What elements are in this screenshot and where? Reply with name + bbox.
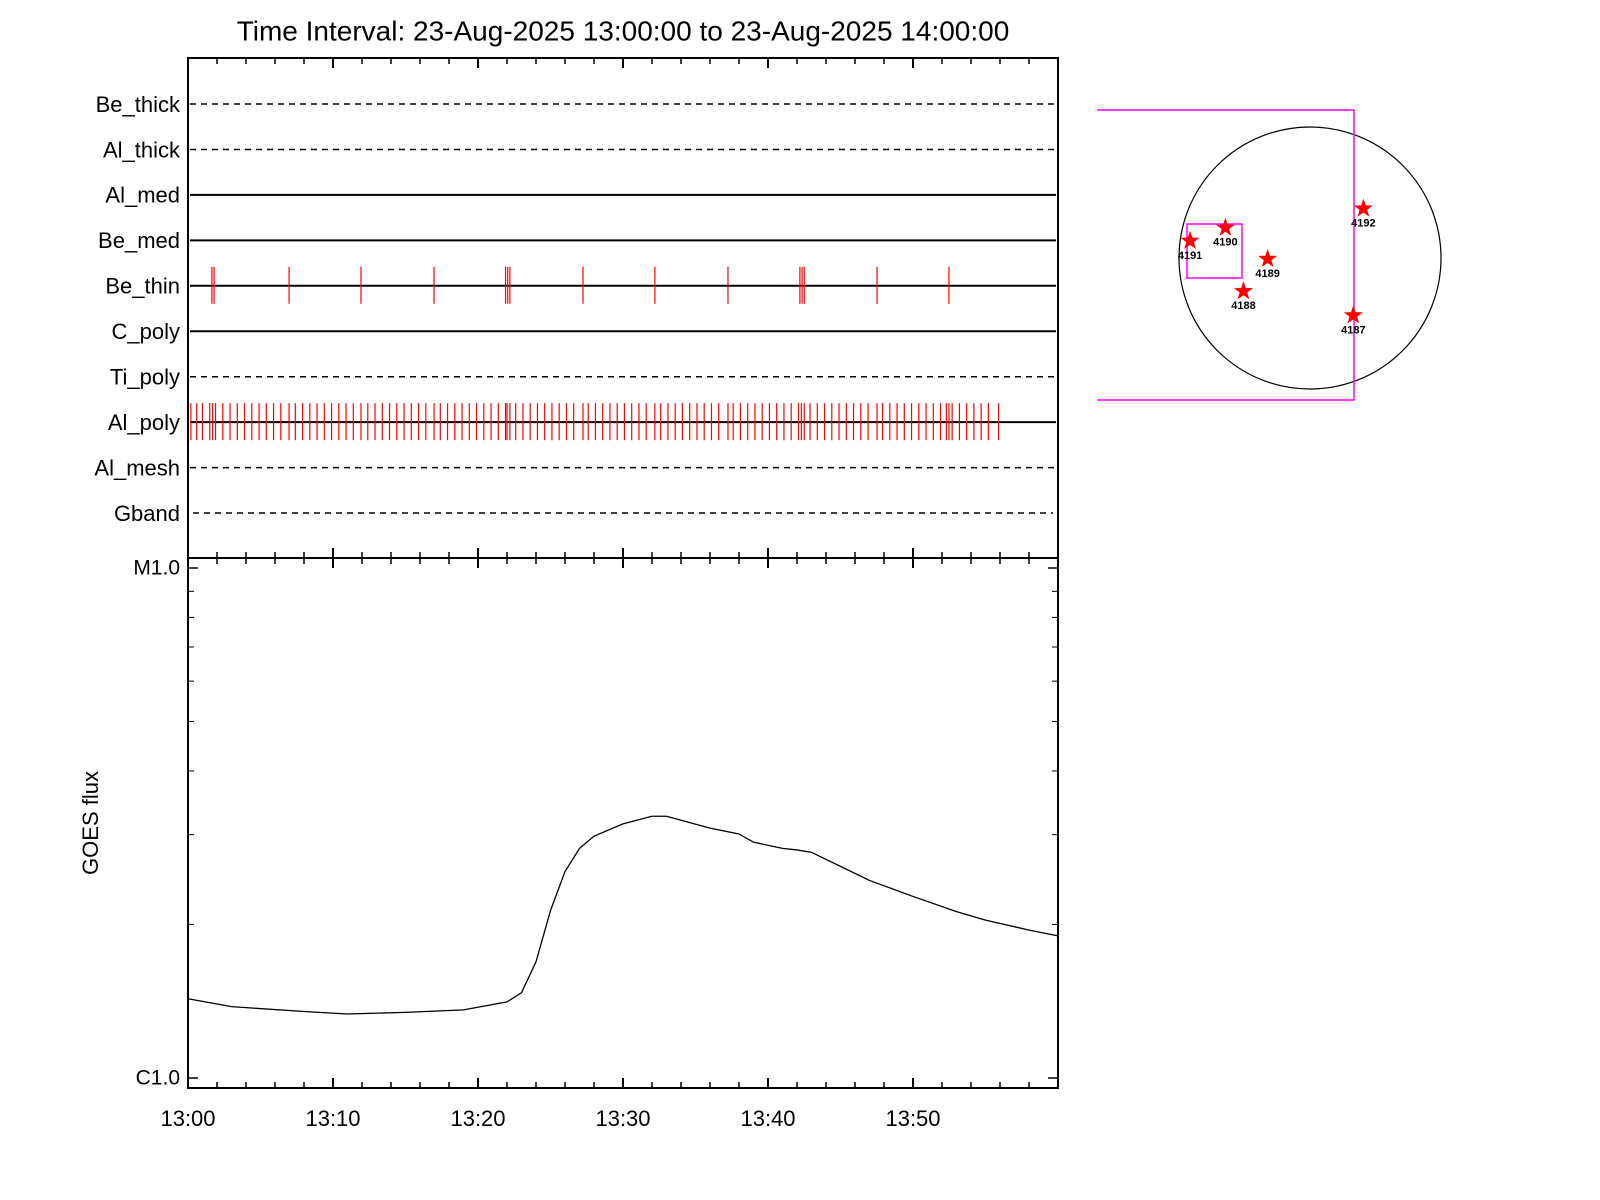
row-label: Be_thick: [96, 92, 181, 117]
region-star: [1353, 198, 1373, 217]
x-tick-label: 13:00: [160, 1106, 215, 1131]
row-label: Al_thick: [103, 137, 181, 162]
x-tick-label: 13:40: [740, 1106, 795, 1131]
region-star: [1258, 248, 1278, 268]
y-axis-label: GOES flux: [78, 771, 103, 875]
region-label: 4189: [1255, 268, 1279, 280]
region-label: 4190: [1213, 237, 1237, 249]
x-tick-label: 13:20: [450, 1106, 505, 1131]
chart-title: Time Interval: 23-Aug-2025 13:00:00 to 2…: [237, 15, 1010, 46]
region-star: [1215, 217, 1235, 236]
region-label: 4187: [1341, 324, 1365, 336]
fov-box: [1097, 109, 1355, 401]
region-star: [1343, 305, 1363, 324]
row-label: Al_med: [105, 183, 180, 208]
fov-box-small: [1186, 223, 1243, 279]
x-tick-label: 13:10: [305, 1106, 360, 1131]
x-tick-label: 13:50: [885, 1106, 940, 1131]
row-label: C_poly: [112, 319, 180, 344]
row-label: Al_mesh: [94, 455, 180, 480]
region-label: 4192: [1351, 218, 1375, 230]
goes-line: [187, 815, 1059, 1015]
y-tick-label: C1.0: [136, 1067, 180, 1090]
region-label: 4188: [1231, 300, 1255, 312]
row-label: Gband: [114, 501, 180, 526]
row-label: Al_poly: [108, 410, 180, 435]
solar-disk: [1178, 126, 1442, 390]
y-tick-label: M1.0: [133, 557, 180, 580]
row-label: Be_med: [98, 228, 180, 253]
row-label: Be_thin: [105, 274, 180, 299]
row-label: Ti_poly: [110, 365, 180, 390]
region-star: [1233, 281, 1253, 300]
x-tick-label: 13:30: [595, 1106, 650, 1131]
region-label: 4191: [1178, 250, 1202, 262]
region-star: [1180, 230, 1200, 249]
